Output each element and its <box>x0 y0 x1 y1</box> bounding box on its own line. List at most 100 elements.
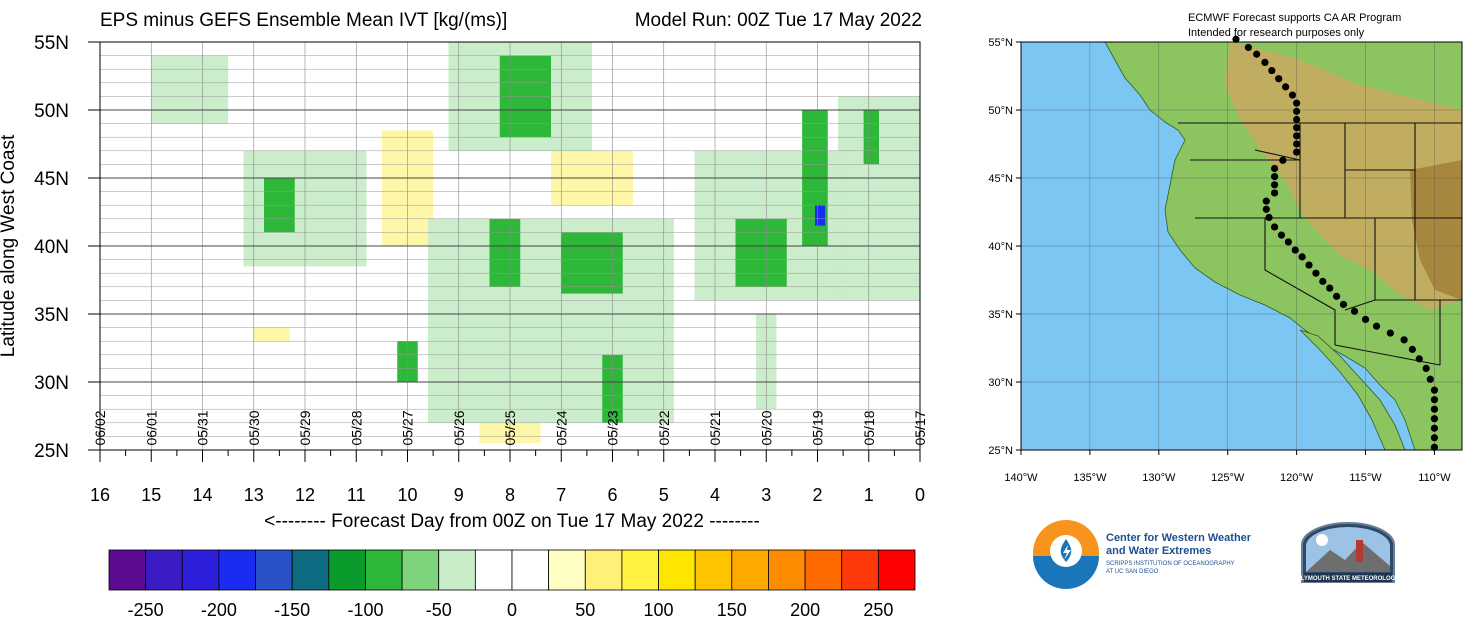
date-tick-label: 05/24 <box>553 410 569 445</box>
heatmap-region-16 <box>814 205 826 226</box>
colorbar-bin <box>255 549 293 591</box>
colorbar-bin <box>328 549 366 591</box>
x-tick-label: 15 <box>141 485 161 505</box>
colorbar-bin <box>621 549 659 591</box>
track-point <box>1270 173 1279 181</box>
track-point <box>1293 148 1301 156</box>
track-point <box>1298 253 1306 261</box>
track-point <box>1332 292 1341 300</box>
track-point <box>1268 66 1276 75</box>
map-lat-label: 45°N <box>988 173 1013 185</box>
colorbar-bin <box>145 549 183 591</box>
track-point <box>1284 238 1292 246</box>
colorbar-bin <box>401 549 440 591</box>
colorbar-label: 200 <box>790 600 820 620</box>
colorbar-bin <box>438 549 476 591</box>
track-point <box>1293 115 1301 124</box>
colorbar-bin <box>365 549 403 591</box>
heatmap-region-0 <box>151 55 229 124</box>
track-point <box>1293 99 1301 107</box>
y-tick-label: 35N <box>34 305 69 326</box>
date-tick-label: 05/25 <box>502 410 518 445</box>
colorbar-bin <box>694 549 733 591</box>
cw3e-logo: Center for Western Weather and Water Ext… <box>1033 520 1252 589</box>
map-lon-labels: 140°W 135°W 130°W 125°W 120°W 115°W 110°W <box>1004 450 1451 484</box>
track-point <box>1275 75 1283 83</box>
map-lon-label: 140°W <box>1004 472 1038 484</box>
track-point <box>1270 189 1279 197</box>
colorbar-bin <box>108 549 147 591</box>
x-tick-label: 4 <box>710 485 720 505</box>
map-lon-label: 110°W <box>1418 472 1451 484</box>
colorbar-bin <box>511 549 550 591</box>
heatmap-region-19 <box>253 327 290 342</box>
track-point <box>1270 164 1279 173</box>
hovmoller-heatmap: 06/02 06/01 05/31 05/30 05/29 05/28 05/27 05/26… <box>34 33 928 505</box>
track-point <box>1422 364 1430 372</box>
colorbar-label: -150 <box>274 600 310 620</box>
x-tick-label: 7 <box>556 485 566 505</box>
track-point <box>1350 307 1359 315</box>
date-tick-label: 05/29 <box>297 410 313 445</box>
x-tick-label: 10 <box>397 485 417 505</box>
mountain-icon <box>1306 542 1390 572</box>
map-lat-labels: 25°N 30°N 35°N 40°N 45°N 50°N 55°N <box>988 37 1021 457</box>
track-point <box>1305 261 1313 269</box>
track-point <box>1339 300 1348 309</box>
colorbar-label: 0 <box>507 600 517 620</box>
track-point <box>1430 434 1439 442</box>
heatmap-region-7 <box>489 218 521 287</box>
x-axis-label: <-------- Forecast Day from 00Z on Tue 1… <box>264 511 760 532</box>
track-point <box>1261 58 1269 66</box>
colorbar-bin <box>584 549 623 591</box>
track-point <box>1232 35 1240 43</box>
observatory-icon <box>1356 540 1363 562</box>
date-tick-label: 05/28 <box>348 410 364 445</box>
colorbar-bin <box>658 549 696 591</box>
date-tick-label: 05/20 <box>758 410 774 445</box>
track-point <box>1270 223 1279 231</box>
track-point <box>1430 443 1439 451</box>
lightning-icon <box>1063 545 1071 560</box>
track-point <box>1430 415 1439 423</box>
x-tick-label: 3 <box>761 485 771 505</box>
track-point <box>1361 315 1370 324</box>
track-point <box>1386 329 1394 337</box>
track-point <box>1408 345 1416 353</box>
baja-peninsula <box>1299 329 1406 450</box>
map-lon-label: 130°W <box>1142 472 1176 484</box>
date-labels: 06/02 06/01 05/31 05/30 05/29 05/28 05/27 05/26… <box>92 410 928 445</box>
y-tick-label: 40N <box>34 237 69 258</box>
chart-title: EPS minus GEFS Ensemble Mean IVT [kg/(ms… <box>100 10 507 31</box>
track-point <box>1293 140 1301 148</box>
x-tick-label: 12 <box>295 485 315 505</box>
y-tick-label: 45N <box>34 169 69 190</box>
x-tick-label: 16 <box>90 485 110 505</box>
map-lon-label: 125°W <box>1211 472 1245 484</box>
colorbar-bin <box>548 549 586 591</box>
heatmap-region-14 <box>735 218 787 287</box>
colorbar-bin <box>291 549 330 591</box>
track-point <box>1372 322 1381 330</box>
colorbar-bin <box>804 549 843 591</box>
colorbar-bin <box>877 549 916 591</box>
x-tick-label: 8 <box>505 485 515 505</box>
x-axis-ticks: 16 15 14 13 12 11 10 9 8 7 6 5 4 3 2 1 0 <box>90 450 925 505</box>
track-point <box>1415 355 1423 363</box>
heatmap-region-8 <box>561 232 623 294</box>
colorbar-bin <box>181 549 220 591</box>
colorbar-labels: -250 -200 -150 -100 -50 0 50 100 150 200 250 <box>128 600 894 620</box>
track-point <box>1312 269 1320 277</box>
map-lat-label: 25°N <box>988 445 1013 457</box>
colorbar-label: -100 <box>347 600 383 620</box>
track-point <box>1400 336 1408 344</box>
track-point <box>1293 107 1301 115</box>
date-tick-label: 06/01 <box>143 410 159 445</box>
y-tick-label: 50N <box>34 101 69 122</box>
interior-highlands <box>1225 42 1462 310</box>
colorbar-label: 100 <box>644 600 674 620</box>
x-tick-label: 5 <box>659 485 669 505</box>
track-point <box>1253 50 1261 58</box>
colorbar-bin <box>474 549 513 591</box>
track-point <box>1326 284 1334 292</box>
